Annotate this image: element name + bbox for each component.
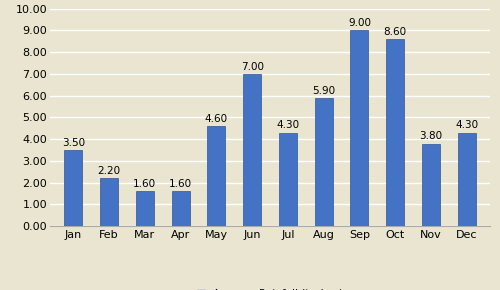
- Text: 9.00: 9.00: [348, 18, 371, 28]
- Text: 8.60: 8.60: [384, 27, 407, 37]
- Bar: [279, 133, 297, 226]
- Text: 1.60: 1.60: [133, 179, 156, 189]
- Bar: [208, 126, 226, 226]
- Bar: [243, 74, 261, 226]
- Text: 7.00: 7.00: [240, 62, 264, 72]
- Bar: [100, 178, 118, 226]
- Bar: [172, 191, 190, 226]
- Bar: [458, 133, 475, 226]
- Text: 1.60: 1.60: [169, 179, 192, 189]
- Text: 3.50: 3.50: [62, 138, 85, 148]
- Legend: Average Rainfall (inches): Average Rainfall (inches): [192, 285, 348, 290]
- Text: 4.30: 4.30: [276, 121, 299, 130]
- Bar: [136, 191, 154, 226]
- Bar: [422, 144, 440, 226]
- Bar: [350, 30, 368, 226]
- Text: 5.90: 5.90: [312, 86, 335, 96]
- Text: 3.80: 3.80: [420, 131, 442, 142]
- Bar: [314, 98, 332, 226]
- Text: 2.20: 2.20: [98, 166, 120, 176]
- Text: 4.30: 4.30: [455, 121, 478, 130]
- Bar: [64, 150, 82, 226]
- Bar: [386, 39, 404, 226]
- Text: 4.60: 4.60: [205, 114, 228, 124]
